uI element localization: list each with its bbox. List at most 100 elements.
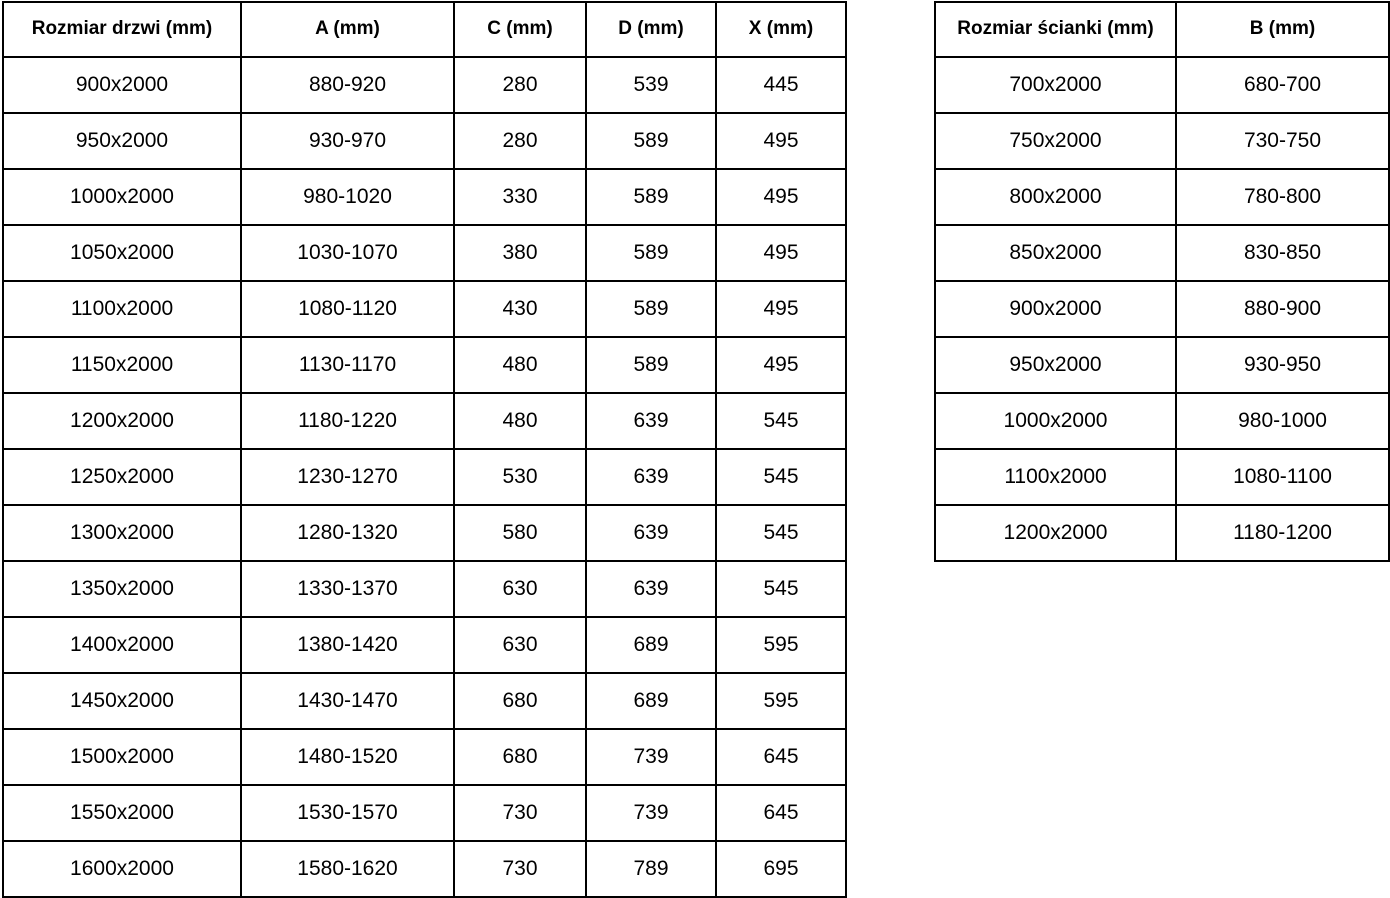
cell-c: 630 (453, 560, 587, 618)
cell-x: 445 (715, 56, 847, 114)
cell-wall-size: 950x2000 (934, 336, 1177, 394)
table-row: 1100x2000 1080-1100 (934, 448, 1390, 506)
table-row: 1400x2000 1380-1420 630 689 595 (2, 616, 847, 674)
wall-size-table: Rozmiar ścianki (mm) B (mm) 700x2000 680-… (934, 1, 1390, 562)
table-row: 1300x2000 1280-1320 580 639 545 (2, 504, 847, 562)
wall-size-table-container: Rozmiar ścianki (mm) B (mm) 700x2000 680-… (934, 1, 1390, 562)
cell-c: 480 (453, 336, 587, 394)
cell-b: 880-900 (1175, 280, 1390, 338)
cell-d: 789 (585, 840, 717, 898)
cell-wall-size: 700x2000 (934, 56, 1177, 114)
cell-b: 1180-1200 (1175, 504, 1390, 562)
cell-a: 1330-1370 (240, 560, 455, 618)
cell-a: 1180-1220 (240, 392, 455, 450)
table-row: 950x2000 930-970 280 589 495 (2, 112, 847, 170)
cell-door-size: 1300x2000 (2, 504, 242, 562)
cell-door-size: 1550x2000 (2, 784, 242, 842)
cell-x: 495 (715, 168, 847, 226)
table-header-row: Rozmiar ścianki (mm) B (mm) (934, 1, 1390, 58)
cell-x: 595 (715, 672, 847, 730)
cell-a: 1530-1570 (240, 784, 455, 842)
column-header-d: D (mm) (585, 1, 717, 58)
table-row: 1000x2000 980-1020 330 589 495 (2, 168, 847, 226)
cell-d: 589 (585, 336, 717, 394)
cell-x: 495 (715, 112, 847, 170)
cell-b: 730-750 (1175, 112, 1390, 170)
cell-b: 780-800 (1175, 168, 1390, 226)
table-row: 900x2000 880-920 280 539 445 (2, 56, 847, 114)
cell-c: 330 (453, 168, 587, 226)
cell-c: 580 (453, 504, 587, 562)
cell-door-size: 1450x2000 (2, 672, 242, 730)
cell-x: 545 (715, 448, 847, 506)
cell-c: 380 (453, 224, 587, 282)
cell-a: 1380-1420 (240, 616, 455, 674)
cell-x: 495 (715, 224, 847, 282)
column-header-wall-size: Rozmiar ścianki (mm) (934, 1, 1177, 58)
column-header-a: A (mm) (240, 1, 455, 58)
table-row: 1600x2000 1580-1620 730 789 695 (2, 840, 847, 898)
cell-d: 639 (585, 560, 717, 618)
cell-a: 1030-1070 (240, 224, 455, 282)
cell-wall-size: 1000x2000 (934, 392, 1177, 450)
cell-x: 595 (715, 616, 847, 674)
cell-door-size: 1100x2000 (2, 280, 242, 338)
cell-a: 1280-1320 (240, 504, 455, 562)
cell-wall-size: 1100x2000 (934, 448, 1177, 506)
table-row: 900x2000 880-900 (934, 280, 1390, 338)
table-row: 800x2000 780-800 (934, 168, 1390, 226)
cell-wall-size: 900x2000 (934, 280, 1177, 338)
cell-d: 739 (585, 784, 717, 842)
cell-door-size: 1600x2000 (2, 840, 242, 898)
cell-c: 730 (453, 840, 587, 898)
cell-door-size: 1200x2000 (2, 392, 242, 450)
table-row: 1200x2000 1180-1220 480 639 545 (2, 392, 847, 450)
table-row: 1250x2000 1230-1270 530 639 545 (2, 448, 847, 506)
cell-a: 1580-1620 (240, 840, 455, 898)
cell-c: 630 (453, 616, 587, 674)
cell-door-size: 1350x2000 (2, 560, 242, 618)
cell-a: 930-970 (240, 112, 455, 170)
cell-a: 1480-1520 (240, 728, 455, 786)
cell-c: 730 (453, 784, 587, 842)
cell-c: 280 (453, 56, 587, 114)
cell-d: 539 (585, 56, 717, 114)
cell-x: 495 (715, 280, 847, 338)
cell-d: 639 (585, 392, 717, 450)
cell-door-size: 1050x2000 (2, 224, 242, 282)
cell-door-size: 1150x2000 (2, 336, 242, 394)
cell-wall-size: 800x2000 (934, 168, 1177, 226)
cell-d: 589 (585, 112, 717, 170)
cell-c: 480 (453, 392, 587, 450)
cell-c: 430 (453, 280, 587, 338)
cell-b: 680-700 (1175, 56, 1390, 114)
table-row: 1050x2000 1030-1070 380 589 495 (2, 224, 847, 282)
table-row: 750x2000 730-750 (934, 112, 1390, 170)
column-header-b: B (mm) (1175, 1, 1390, 58)
cell-d: 589 (585, 280, 717, 338)
cell-d: 639 (585, 504, 717, 562)
door-size-table: Rozmiar drzwi (mm) A (mm) C (mm) D (mm) … (2, 1, 847, 898)
cell-x: 695 (715, 840, 847, 898)
cell-wall-size: 1200x2000 (934, 504, 1177, 562)
cell-x: 645 (715, 784, 847, 842)
table-row: 1150x2000 1130-1170 480 589 495 (2, 336, 847, 394)
cell-a: 980-1020 (240, 168, 455, 226)
table-row: 1000x2000 980-1000 (934, 392, 1390, 450)
cell-c: 680 (453, 728, 587, 786)
table-row: 1500x2000 1480-1520 680 739 645 (2, 728, 847, 786)
wall-table-header: Rozmiar ścianki (mm) B (mm) (934, 1, 1390, 58)
cell-door-size: 1250x2000 (2, 448, 242, 506)
cell-d: 589 (585, 224, 717, 282)
cell-c: 530 (453, 448, 587, 506)
cell-c: 280 (453, 112, 587, 170)
table-header-row: Rozmiar drzwi (mm) A (mm) C (mm) D (mm) … (2, 1, 847, 58)
cell-d: 739 (585, 728, 717, 786)
cell-door-size: 950x2000 (2, 112, 242, 170)
cell-d: 689 (585, 672, 717, 730)
cell-wall-size: 750x2000 (934, 112, 1177, 170)
cell-x: 495 (715, 336, 847, 394)
table-row: 1350x2000 1330-1370 630 639 545 (2, 560, 847, 618)
table-row: 850x2000 830-850 (934, 224, 1390, 282)
